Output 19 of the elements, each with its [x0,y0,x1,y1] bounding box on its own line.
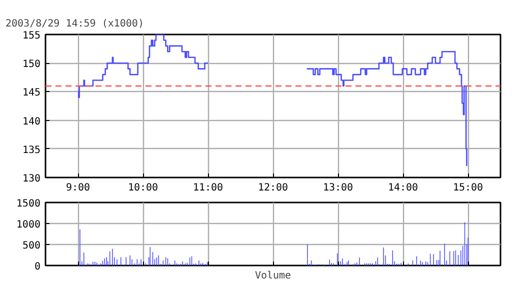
y-tick-label: 145 [22,88,40,99]
y-tick-label: 155 [22,30,40,42]
y-tick-label: 1000 [16,220,41,230]
x-axis-title: Volume [254,270,292,282]
y-tick-label: 500 [22,240,40,252]
y-tick-label: 0 [34,262,41,272]
x-tick-label: 9:00 [66,182,90,194]
x-tick-label: 12:00 [258,182,288,194]
x-tick-label: 11:00 [192,182,224,194]
y-tick-label: 150 [22,59,40,70]
y-tick-label: 135 [22,144,40,156]
chart-title: 2003/8/29 14:59 (x1000) [6,18,144,30]
y-tick-label: 140 [22,116,40,128]
x-tick-label: 10:00 [128,182,158,194]
x-tick-label: 13:00 [322,182,354,194]
x-tick-label: 15:00 [452,182,484,194]
y-tick-label: 1500 [16,198,41,210]
y-tick-label: 130 [22,174,40,184]
x-tick-label: 14:00 [388,182,418,194]
